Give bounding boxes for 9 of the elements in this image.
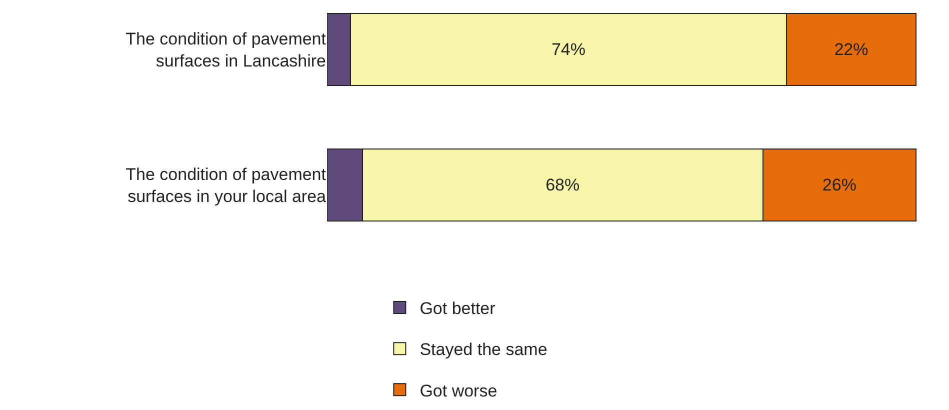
legend-label: Got worse (420, 381, 498, 400)
data-label: 22% (834, 40, 868, 59)
data-label: 68% (546, 176, 580, 194)
legend-label: Stayed the same (420, 340, 548, 360)
data-label: 74% (551, 40, 586, 59)
y-tick-label: The condition of pavement surfaces in Lancashire (126, 29, 326, 70)
y-tick-label: The condition of pavement surfaces in your local area (126, 164, 327, 206)
data-label: 26% (822, 176, 856, 194)
legend-label: Got better (420, 299, 496, 318)
